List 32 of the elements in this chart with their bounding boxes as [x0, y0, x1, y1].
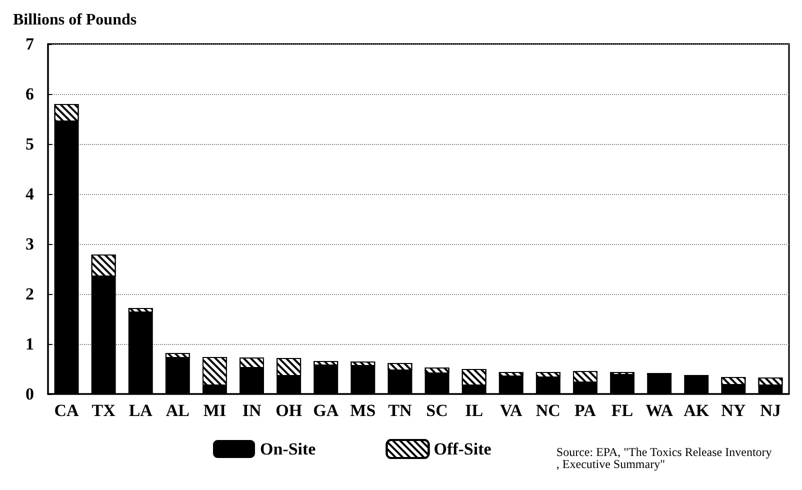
x-tick-label: AK: [684, 401, 710, 420]
x-tick-label: WA: [646, 401, 674, 420]
x-tick-label: LA: [128, 401, 154, 420]
x-tick-label: PA: [574, 401, 597, 420]
legend-label: On-Site: [260, 440, 316, 458]
y-tick-label: 1: [26, 334, 34, 354]
x-tick-label: MS: [350, 401, 376, 420]
x-tick-label: SC: [426, 401, 448, 420]
x-tick-label: IN: [242, 401, 262, 420]
x-tick-label: TX: [92, 401, 116, 420]
x-tick-label: NJ: [760, 401, 782, 420]
y-axis-title: Billions of Pounds: [13, 12, 137, 28]
x-tick-label: CA: [54, 401, 80, 420]
x-tick-label: GA: [313, 401, 340, 420]
x-tick-label: FL: [611, 401, 634, 420]
x-tick-label: NY: [721, 401, 746, 420]
x-tick-label: NC: [536, 401, 560, 420]
legend-label: Off-Site: [434, 440, 492, 458]
y-tick-label: 4: [26, 184, 34, 204]
y-tick-label: 3: [26, 234, 34, 254]
x-tick-label: VA: [500, 401, 524, 420]
y-tick-label: 2: [26, 284, 34, 304]
x-tick-label: MI: [203, 401, 226, 420]
y-tick-label: 5: [26, 134, 34, 154]
y-tick-label: 7: [26, 34, 34, 54]
x-tick-label: OH: [276, 401, 302, 420]
source-note: Source: EPA, "The Toxics Release Inventory, Executive Summary": [556, 445, 772, 471]
y-tick-label: 6: [26, 84, 34, 104]
x-tick-label: TN: [388, 401, 412, 420]
x-tick-label: IL: [465, 401, 484, 420]
y-tick-label: 0: [26, 384, 34, 404]
x-tick-label: AL: [166, 401, 190, 420]
